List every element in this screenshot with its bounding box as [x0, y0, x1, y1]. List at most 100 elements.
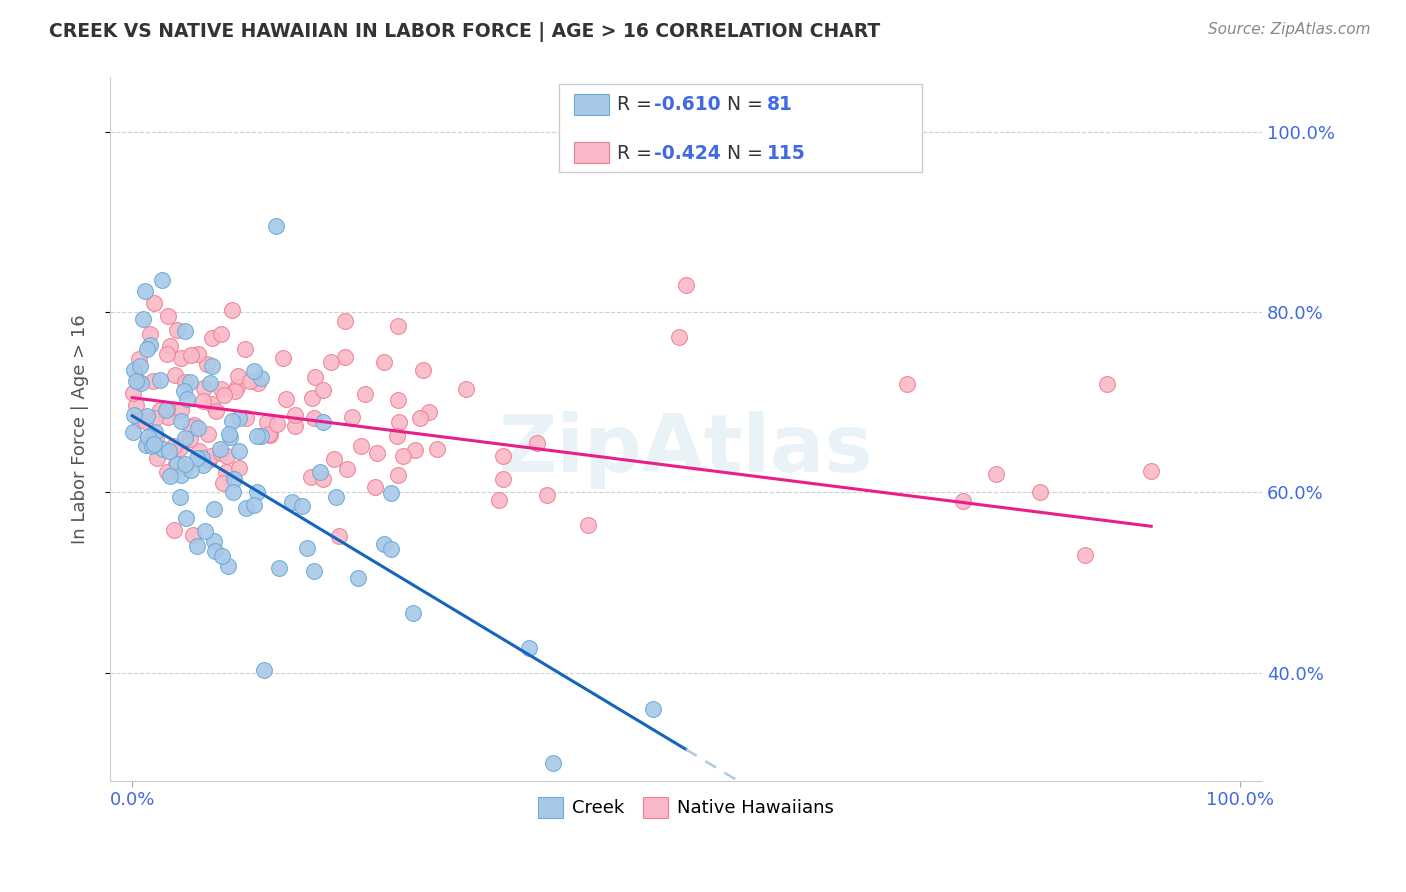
- Point: [134, 284, 156, 298]
- Point: [163, 523, 186, 537]
- Point: [128, 351, 150, 366]
- Point: [364, 479, 387, 493]
- Point: [346, 571, 368, 585]
- Point: [170, 402, 193, 417]
- Point: [259, 426, 281, 441]
- Point: [186, 539, 208, 553]
- Point: [145, 451, 167, 466]
- Point: [138, 433, 160, 447]
- Point: [233, 343, 256, 357]
- Point: [350, 439, 373, 453]
- Point: [139, 337, 162, 351]
- Text: Source: ZipAtlas.com: Source: ZipAtlas.com: [1208, 22, 1371, 37]
- Point: [526, 436, 548, 450]
- Point: [246, 429, 269, 443]
- Point: [142, 374, 165, 388]
- Point: [302, 411, 325, 425]
- Point: [174, 511, 197, 525]
- Point: [198, 453, 221, 467]
- Point: [488, 493, 510, 508]
- Point: [380, 542, 402, 557]
- Point: [387, 318, 409, 333]
- Point: [165, 457, 187, 471]
- Text: -0.424: -0.424: [654, 144, 720, 163]
- Point: [291, 499, 314, 513]
- Text: ZipAtlas: ZipAtlas: [499, 411, 873, 490]
- Point: [183, 417, 205, 432]
- Point: [201, 331, 224, 345]
- Point: [156, 465, 179, 479]
- Point: [373, 537, 395, 551]
- Point: [143, 436, 166, 450]
- Point: [328, 529, 350, 543]
- Point: [187, 444, 209, 458]
- Point: [169, 490, 191, 504]
- Point: [273, 351, 295, 365]
- Point: [202, 501, 225, 516]
- Point: [212, 388, 235, 402]
- Point: [218, 426, 240, 441]
- Point: [274, 392, 297, 407]
- Point: [124, 398, 146, 412]
- Point: [202, 534, 225, 549]
- Point: [228, 460, 250, 475]
- Point: [280, 495, 302, 509]
- Point: [173, 461, 195, 475]
- Point: [219, 430, 242, 444]
- Point: [157, 409, 180, 424]
- Point: [323, 451, 346, 466]
- Point: [896, 377, 918, 392]
- Point: [404, 443, 426, 458]
- Point: [221, 303, 243, 318]
- Point: [197, 427, 219, 442]
- Point: [1073, 549, 1095, 563]
- Point: [333, 313, 356, 327]
- Point: [205, 404, 228, 418]
- Point: [169, 441, 191, 455]
- Point: [138, 430, 160, 444]
- Text: -0.610: -0.610: [654, 95, 720, 114]
- Point: [235, 410, 257, 425]
- Point: [239, 374, 262, 388]
- Point: [209, 326, 232, 341]
- Point: [136, 342, 159, 356]
- Text: R =: R =: [617, 95, 658, 114]
- Y-axis label: In Labor Force | Age > 16: In Labor Force | Age > 16: [72, 314, 89, 544]
- Point: [173, 384, 195, 398]
- Point: [159, 339, 181, 353]
- Point: [174, 457, 197, 471]
- Point: [1140, 465, 1163, 479]
- Point: [201, 359, 224, 374]
- Point: [221, 414, 243, 428]
- Point: [387, 429, 409, 443]
- Point: [266, 417, 288, 432]
- Point: [195, 357, 218, 371]
- Point: [295, 541, 318, 555]
- Point: [174, 431, 197, 445]
- Point: [155, 402, 177, 417]
- Legend: Creek, Native Hawaiians: Creek, Native Hawaiians: [531, 789, 841, 825]
- Point: [246, 485, 269, 500]
- Point: [388, 415, 411, 429]
- Point: [333, 351, 356, 365]
- Point: [149, 403, 172, 417]
- Point: [180, 463, 202, 477]
- Point: [163, 439, 186, 453]
- Point: [145, 425, 167, 440]
- Point: [536, 488, 558, 502]
- Point: [155, 347, 177, 361]
- Point: [211, 476, 233, 491]
- Point: [181, 528, 204, 542]
- Point: [228, 410, 250, 425]
- Point: [143, 296, 166, 310]
- Point: [226, 380, 249, 394]
- Point: [198, 376, 221, 390]
- Point: [134, 414, 156, 428]
- Point: [492, 472, 515, 486]
- Point: [215, 465, 238, 479]
- Point: [418, 405, 440, 419]
- Point: [180, 419, 202, 434]
- Point: [122, 408, 145, 422]
- Point: [387, 392, 409, 407]
- Point: [301, 391, 323, 405]
